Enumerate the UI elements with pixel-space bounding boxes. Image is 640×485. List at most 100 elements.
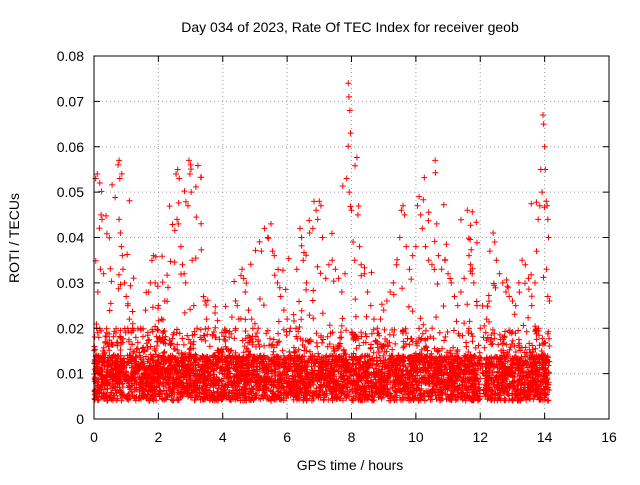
scatter-point xyxy=(203,316,210,323)
scatter-point xyxy=(528,302,535,309)
scatter-point xyxy=(387,288,394,295)
scatter-point xyxy=(100,347,107,354)
scatter-point xyxy=(205,325,212,332)
scatter-point xyxy=(132,334,139,341)
scatter-point xyxy=(383,298,390,305)
scatter-point xyxy=(540,121,547,128)
scatter-point xyxy=(97,266,104,273)
scatter-point xyxy=(346,107,353,114)
scatter-point xyxy=(403,243,410,250)
scatter-point xyxy=(123,293,130,300)
scatter-point xyxy=(184,202,191,209)
y-tick-label: 0.06 xyxy=(57,139,84,155)
scatter-point xyxy=(222,361,229,368)
scatter-point xyxy=(367,302,374,309)
scatter-point xyxy=(152,279,159,286)
scatter-point xyxy=(457,288,464,295)
scatter-point xyxy=(445,270,452,277)
scatter-point xyxy=(441,257,448,264)
x-axis-label: GPS time / hours xyxy=(297,457,404,473)
scatter-point xyxy=(314,216,321,223)
scatter-point xyxy=(232,298,239,305)
scatter-point xyxy=(129,325,136,332)
scatter-point xyxy=(490,229,497,236)
scatter-point xyxy=(137,325,144,332)
scatter-point xyxy=(239,266,246,273)
scatter-point xyxy=(544,216,551,223)
scatter-point xyxy=(348,207,355,214)
scatter-point xyxy=(364,288,371,295)
x-tick-label: 6 xyxy=(283,429,291,445)
scatter-point xyxy=(202,298,209,305)
scatter-point xyxy=(287,325,294,332)
y-tick-label: 0.02 xyxy=(57,320,84,336)
scatter-point xyxy=(496,270,503,277)
scatter-point xyxy=(338,288,345,295)
scatter-point xyxy=(118,243,125,250)
x-tick-label: 0 xyxy=(90,429,98,445)
scatter-point xyxy=(200,293,207,300)
scatter-point xyxy=(448,279,455,286)
scatter-point xyxy=(235,316,242,323)
scatter-point xyxy=(541,143,548,150)
y-tick-label: 0.08 xyxy=(57,48,84,64)
scatter-point xyxy=(347,130,354,137)
scatter-point xyxy=(317,202,324,209)
scatter-point xyxy=(474,302,481,309)
scatter-point xyxy=(322,275,329,282)
scatter-point xyxy=(226,352,233,359)
scatter-point xyxy=(161,298,168,305)
scatter-point xyxy=(544,293,551,300)
scatter-point xyxy=(351,257,358,264)
scatter-point xyxy=(342,270,349,277)
scatter-point xyxy=(435,252,442,259)
scatter-point xyxy=(290,311,297,318)
scatter-point xyxy=(346,189,353,196)
scatter-point xyxy=(539,189,546,196)
scatter-point xyxy=(105,343,112,350)
scatter-point xyxy=(158,316,165,323)
scatter-point xyxy=(298,234,305,241)
scatter-point xyxy=(274,279,281,286)
scatter-point xyxy=(377,316,384,323)
scatter-point xyxy=(95,334,102,341)
scatter-point xyxy=(515,279,522,286)
y-tick-label: 0.03 xyxy=(57,275,84,291)
scatter-point xyxy=(284,316,291,323)
y-tick-label: 0.05 xyxy=(57,184,84,200)
scatter-point xyxy=(491,239,498,246)
scatter-point xyxy=(142,307,149,314)
scatter-point xyxy=(343,175,350,182)
scatter-point xyxy=(297,225,303,232)
scatter-point xyxy=(533,248,540,255)
scatter-point xyxy=(271,252,278,259)
scatter-point xyxy=(531,279,538,286)
scatter-point xyxy=(176,175,183,182)
scatter-point xyxy=(94,170,101,177)
x-tick-label: 2 xyxy=(154,429,162,445)
scatter-point xyxy=(432,157,439,164)
scatter-point xyxy=(543,198,550,205)
scatter-point xyxy=(116,157,123,164)
scatter-point xyxy=(329,257,336,264)
scatter-point xyxy=(121,279,128,286)
scatter-point xyxy=(542,166,549,173)
scatter-point xyxy=(354,211,361,218)
grid-layer xyxy=(94,56,609,419)
scatter-point xyxy=(470,279,477,286)
scatter-point xyxy=(216,357,223,364)
scatter-point xyxy=(119,266,126,273)
scatter-point xyxy=(99,216,106,223)
scatter-point xyxy=(190,302,197,309)
scatter-point xyxy=(374,325,381,332)
scatter-point xyxy=(173,170,180,177)
scatter-point xyxy=(150,252,157,259)
scatter-point xyxy=(189,257,196,264)
scatter-point xyxy=(155,302,162,309)
scatter-point xyxy=(115,161,122,168)
scatter-point xyxy=(309,225,316,232)
scatter-point xyxy=(544,202,551,209)
scatter-point xyxy=(380,307,387,314)
scatter-point xyxy=(255,325,262,332)
